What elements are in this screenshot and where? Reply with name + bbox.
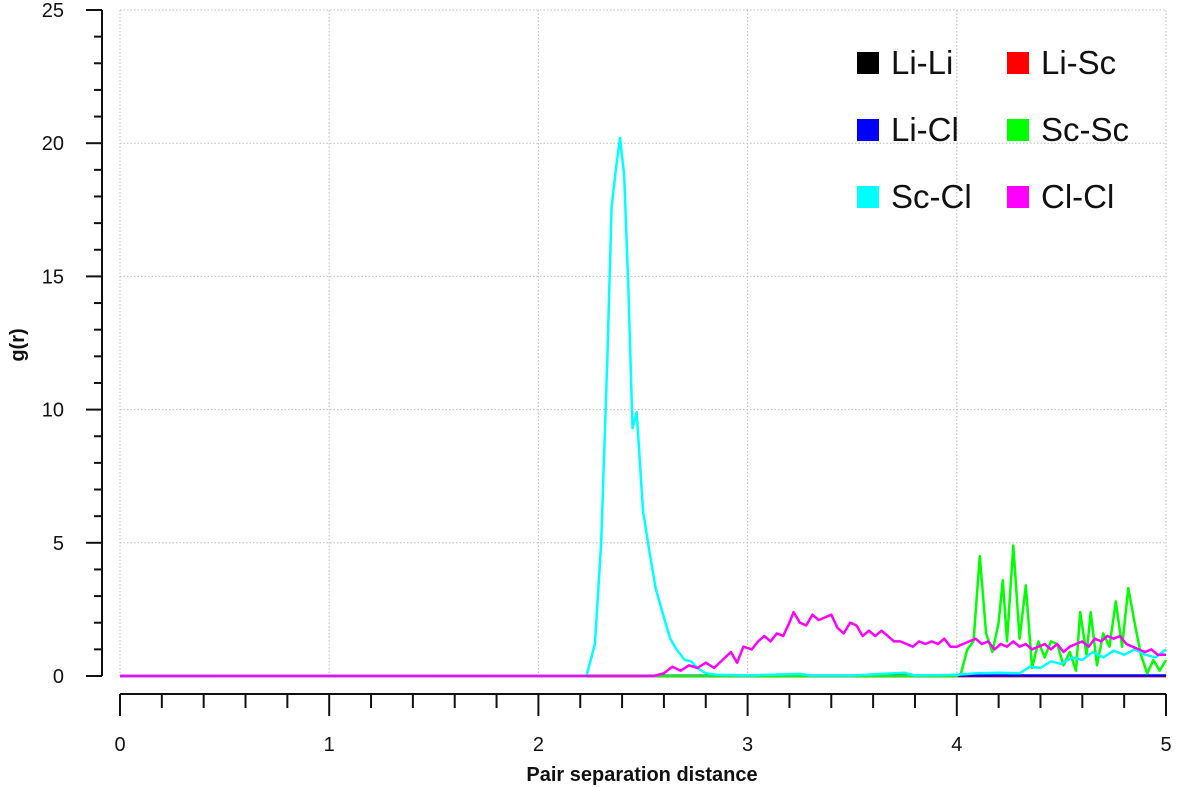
legend-swatch-cl-cl [1007, 186, 1029, 208]
y-tick-label-0: 0 [53, 666, 64, 688]
legend-label-li-li: Li-Li [891, 44, 953, 81]
legend-swatch-li-cl [857, 119, 879, 141]
series-line-sc-sc [120, 544, 1168, 678]
legend-label-li-sc: Li-Sc [1041, 44, 1116, 81]
legend-swatch-li-li [857, 52, 879, 74]
series-lines [119, 136, 1168, 678]
legend: Li-Li Li-Sc Li-Cl Sc-Sc Sc-Cl Cl-Cl [857, 44, 1129, 215]
x-tick-label-1: 1 [324, 734, 335, 756]
x-tick-label-5: 5 [1160, 734, 1171, 756]
legend-swatch-li-sc [1007, 52, 1029, 74]
y-tick-label-5: 25 [42, 0, 64, 22]
x-tick-label-3: 3 [742, 734, 753, 756]
y-tick-label-4: 20 [42, 133, 64, 155]
x-tick-label-0: 0 [114, 734, 125, 756]
y-tick-label-2: 10 [42, 400, 64, 422]
y-axis-title: g(r) [7, 328, 29, 361]
y-tick-label-1: 5 [53, 533, 64, 555]
grid-lines [119, 9, 1167, 677]
legend-swatch-sc-sc [1007, 119, 1029, 141]
series-line-sc-cl [120, 136, 1167, 678]
legend-label-sc-cl: Sc-Cl [891, 178, 972, 215]
x-tick-label-2: 2 [533, 734, 544, 756]
legend-label-sc-sc: Sc-Sc [1041, 111, 1129, 148]
legend-label-cl-cl: Cl-Cl [1041, 178, 1114, 215]
x-tick-label-4: 4 [951, 734, 962, 756]
legend-swatch-sc-cl [857, 186, 879, 208]
axes: 0 5 10 15 20 25 0 1 2 3 4 5 [42, 0, 1172, 756]
legend-label-li-cl: Li-Cl [891, 111, 959, 148]
y-tick-label-3: 15 [42, 266, 64, 288]
series-line-cl-cl [120, 610, 1166, 678]
x-axis-title: Pair separation distance [526, 764, 757, 786]
